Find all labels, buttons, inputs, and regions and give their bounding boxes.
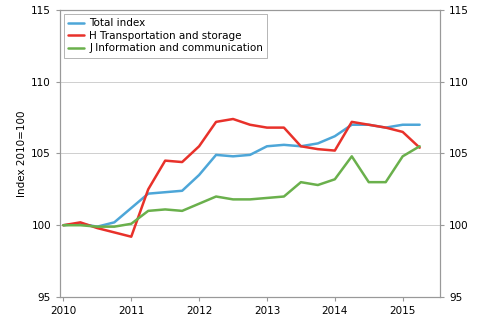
H Transportation and storage xyxy=(264,126,270,130)
Total index xyxy=(382,126,388,130)
Total index xyxy=(349,123,355,127)
H Transportation and storage xyxy=(112,230,117,234)
H Transportation and storage xyxy=(315,147,321,151)
Total index xyxy=(315,142,321,146)
H Transportation and storage xyxy=(416,146,422,150)
J Information and communication xyxy=(94,225,100,229)
H Transportation and storage xyxy=(247,123,253,127)
H Transportation and storage xyxy=(179,160,185,164)
Total index xyxy=(179,189,185,193)
Total index xyxy=(281,143,287,147)
J Information and communication xyxy=(264,196,270,200)
Total index xyxy=(128,206,134,210)
J Information and communication xyxy=(128,222,134,226)
Total index xyxy=(213,153,219,157)
J Information and communication xyxy=(400,154,406,158)
Total index xyxy=(196,173,202,177)
Y-axis label: Index 2010=100: Index 2010=100 xyxy=(17,110,27,197)
J Information and communication xyxy=(247,197,253,201)
H Transportation and storage xyxy=(60,223,66,227)
Total index xyxy=(162,190,168,194)
J Information and communication xyxy=(162,208,168,212)
H Transportation and storage xyxy=(145,187,151,191)
J Information and communication xyxy=(78,223,84,227)
J Information and communication xyxy=(315,183,321,187)
J Information and communication xyxy=(196,202,202,206)
H Transportation and storage xyxy=(298,144,304,148)
Line: Total index: Total index xyxy=(64,125,420,227)
H Transportation and storage xyxy=(349,120,355,124)
Line: J Information and communication: J Information and communication xyxy=(64,146,420,227)
J Information and communication xyxy=(366,180,372,184)
Total index xyxy=(400,123,406,127)
H Transportation and storage xyxy=(366,123,372,127)
J Information and communication xyxy=(213,195,219,199)
H Transportation and storage xyxy=(382,126,388,130)
J Information and communication xyxy=(179,209,185,213)
Total index xyxy=(332,134,338,138)
Total index xyxy=(145,192,151,196)
J Information and communication xyxy=(281,195,287,199)
Total index xyxy=(264,144,270,148)
H Transportation and storage xyxy=(332,148,338,152)
Legend: Total index, H Transportation and storage, J Information and communication: Total index, H Transportation and storag… xyxy=(64,14,267,58)
J Information and communication xyxy=(298,180,304,184)
Total index xyxy=(230,154,236,158)
J Information and communication xyxy=(112,225,117,229)
H Transportation and storage xyxy=(196,144,202,148)
Total index xyxy=(366,123,372,127)
H Transportation and storage xyxy=(400,130,406,134)
Line: H Transportation and storage: H Transportation and storage xyxy=(64,119,420,237)
J Information and communication xyxy=(145,209,151,213)
H Transportation and storage xyxy=(78,220,84,224)
Total index xyxy=(60,223,66,227)
J Information and communication xyxy=(416,144,422,148)
Total index xyxy=(247,153,253,157)
Total index xyxy=(94,225,100,229)
J Information and communication xyxy=(230,197,236,201)
Total index xyxy=(78,222,84,226)
H Transportation and storage xyxy=(281,126,287,130)
J Information and communication xyxy=(332,177,338,181)
H Transportation and storage xyxy=(230,117,236,121)
H Transportation and storage xyxy=(94,226,100,230)
H Transportation and storage xyxy=(213,120,219,124)
J Information and communication xyxy=(382,180,388,184)
J Information and communication xyxy=(349,154,355,158)
J Information and communication xyxy=(60,223,66,227)
Total index xyxy=(112,220,117,224)
Total index xyxy=(416,123,422,127)
H Transportation and storage xyxy=(162,159,168,163)
Total index xyxy=(298,144,304,148)
H Transportation and storage xyxy=(128,235,134,239)
